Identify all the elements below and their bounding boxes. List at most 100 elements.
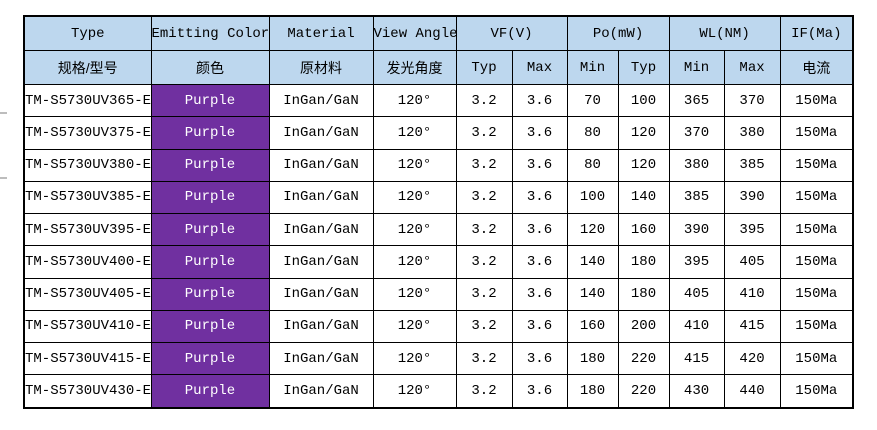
header-wl-min: Min — [668, 50, 725, 85]
cell-view-angle: 120° — [372, 374, 457, 409]
header-po-min: Min — [566, 50, 619, 85]
header-if: IF(Ma) — [779, 15, 854, 51]
cell-material: InGan/GaN — [268, 309, 374, 344]
cell-emitting-color: Purple — [150, 309, 270, 344]
header-type-cn: 规格/型号 — [23, 50, 152, 85]
cell-wl-max: 420 — [723, 341, 781, 376]
cell-if: 150Ma — [779, 374, 854, 409]
cell-if: 150Ma — [779, 148, 854, 182]
table-row: TM-S5730UV400-E Purple InGan/GaN 120° 3.… — [23, 245, 854, 279]
cell-emitting-color: Purple — [150, 212, 270, 247]
cell-type: TM-S5730UV380-E — [23, 148, 152, 182]
header-wl: WL(NM) — [668, 15, 781, 51]
cell-wl-max: 415 — [723, 309, 781, 344]
cell-wl-min: 390 — [668, 212, 725, 247]
cell-vf-max: 3.6 — [511, 148, 568, 182]
cell-po-typ: 120 — [617, 116, 670, 150]
cell-po-typ: 160 — [617, 212, 670, 247]
cell-po-typ: 200 — [617, 309, 670, 344]
header-po: Po(mW) — [566, 15, 670, 51]
cell-wl-min: 370 — [668, 116, 725, 150]
cell-wl-min: 430 — [668, 374, 725, 409]
table-row: TM-S5730UV395-E Purple InGan/GaN 120° 3.… — [23, 212, 854, 247]
cell-type: TM-S5730UV395-E — [23, 212, 152, 247]
cell-vf-typ: 3.2 — [455, 277, 513, 311]
cell-wl-max: 410 — [723, 277, 781, 311]
header-wl-max: Max — [723, 50, 781, 85]
cell-type: TM-S5730UV365-E — [23, 83, 152, 118]
cell-material: InGan/GaN — [268, 374, 374, 409]
cell-view-angle: 120° — [372, 341, 457, 376]
cell-vf-typ: 3.2 — [455, 212, 513, 247]
header-type: Type — [23, 15, 152, 51]
cell-wl-max: 385 — [723, 148, 781, 182]
cell-view-angle: 120° — [372, 180, 457, 215]
cell-material: InGan/GaN — [268, 245, 374, 279]
cell-vf-typ: 3.2 — [455, 341, 513, 376]
cell-po-typ: 220 — [617, 374, 670, 409]
cell-type: TM-S5730UV375-E — [23, 116, 152, 150]
cell-wl-max: 370 — [723, 83, 781, 118]
cell-vf-typ: 3.2 — [455, 116, 513, 150]
cell-if: 150Ma — [779, 180, 854, 215]
table-row: TM-S5730UV385-E Purple InGan/GaN 120° 3.… — [23, 180, 854, 215]
cell-po-min: 180 — [566, 374, 619, 409]
header-row-en: Type Emitting Color Material View Angle … — [23, 15, 854, 51]
cell-po-min: 160 — [566, 309, 619, 344]
cell-type: TM-S5730UV405-E — [23, 277, 152, 311]
cell-vf-max: 3.6 — [511, 374, 568, 409]
cell-material: InGan/GaN — [268, 341, 374, 376]
cell-material: InGan/GaN — [268, 180, 374, 215]
cell-wl-max: 390 — [723, 180, 781, 215]
header-vf: VF(V) — [455, 15, 568, 51]
cell-view-angle: 120° — [372, 212, 457, 247]
header-vf-max: Max — [511, 50, 568, 85]
cell-wl-min: 365 — [668, 83, 725, 118]
cell-vf-typ: 3.2 — [455, 245, 513, 279]
cell-material: InGan/GaN — [268, 277, 374, 311]
header-po-typ: Typ — [617, 50, 670, 85]
cell-if: 150Ma — [779, 277, 854, 311]
cell-po-min: 140 — [566, 277, 619, 311]
cell-if: 150Ma — [779, 309, 854, 344]
cell-po-typ: 140 — [617, 180, 670, 215]
cell-emitting-color: Purple — [150, 83, 270, 118]
cell-type: TM-S5730UV400-E — [23, 245, 152, 279]
cell-po-min: 120 — [566, 212, 619, 247]
cell-view-angle: 120° — [372, 148, 457, 182]
header-color-cn: 颜色 — [150, 50, 270, 85]
cell-view-angle: 120° — [372, 309, 457, 344]
cell-vf-typ: 3.2 — [455, 83, 513, 118]
cell-po-typ: 100 — [617, 83, 670, 118]
cell-material: InGan/GaN — [268, 148, 374, 182]
table-row: TM-S5730UV430-E Purple InGan/GaN 120° 3.… — [23, 374, 854, 409]
cell-if: 150Ma — [779, 341, 854, 376]
table-row: TM-S5730UV375-E Purple InGan/GaN 120° 3.… — [23, 116, 854, 150]
margin-tick — [0, 112, 7, 114]
cell-vf-max: 3.6 — [511, 116, 568, 150]
cell-type: TM-S5730UV410-E — [23, 309, 152, 344]
cell-wl-max: 440 — [723, 374, 781, 409]
cell-vf-typ: 3.2 — [455, 148, 513, 182]
cell-wl-min: 395 — [668, 245, 725, 279]
table-body: TM-S5730UV365-E Purple InGan/GaN 120° 3.… — [23, 83, 854, 409]
table-row: TM-S5730UV410-E Purple InGan/GaN 120° 3.… — [23, 309, 854, 344]
cell-vf-max: 3.6 — [511, 277, 568, 311]
cell-view-angle: 120° — [372, 277, 457, 311]
table-row: TM-S5730UV365-E Purple InGan/GaN 120° 3.… — [23, 83, 854, 118]
header-if-cn: 电流 — [779, 50, 854, 85]
header-row-cn: 规格/型号 颜色 原材料 发光角度 Typ Max Min Typ Min Ma… — [23, 50, 854, 85]
cell-po-min: 180 — [566, 341, 619, 376]
cell-emitting-color: Purple — [150, 116, 270, 150]
cell-wl-min: 410 — [668, 309, 725, 344]
cell-emitting-color: Purple — [150, 341, 270, 376]
header-material-cn: 原材料 — [268, 50, 374, 85]
cell-po-typ: 180 — [617, 277, 670, 311]
cell-emitting-color: Purple — [150, 148, 270, 182]
cell-view-angle: 120° — [372, 116, 457, 150]
cell-if: 150Ma — [779, 83, 854, 118]
cell-emitting-color: Purple — [150, 374, 270, 409]
header-view-angle-cn: 发光角度 — [372, 50, 457, 85]
table-row: TM-S5730UV415-E Purple InGan/GaN 120° 3.… — [23, 341, 854, 376]
cell-wl-max: 405 — [723, 245, 781, 279]
